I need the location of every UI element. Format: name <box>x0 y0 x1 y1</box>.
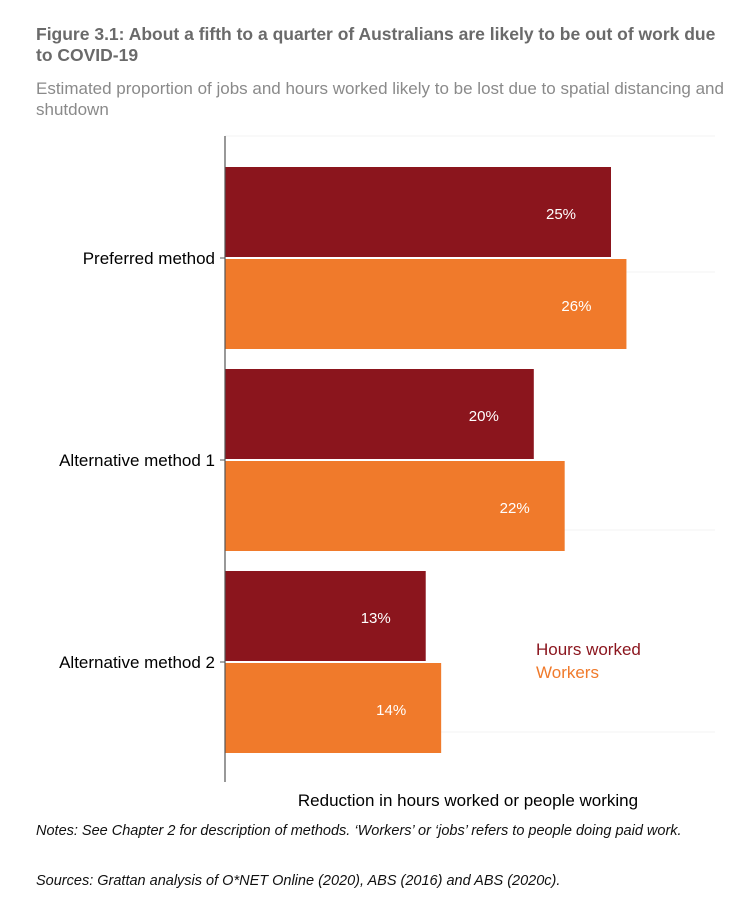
data-label: 25% <box>546 206 576 223</box>
data-label: 14% <box>376 702 406 719</box>
data-label: 13% <box>361 610 391 627</box>
bar-workers-2 <box>225 461 565 551</box>
chart-sources: Sources: Grattan analysis of O*NET Onlin… <box>36 873 561 889</box>
legend-entry-workers: Workers <box>536 663 599 682</box>
category-label: Alternative method 1 <box>59 451 215 470</box>
data-label: 20% <box>469 408 499 425</box>
bar-workers-1 <box>225 259 627 349</box>
chart-notes: Notes: See Chapter 2 for description of … <box>36 823 682 839</box>
data-label: 26% <box>561 298 591 315</box>
category-label: Preferred method <box>83 249 215 268</box>
chart-title: Figure 3.1: About a fifth to a quarter o… <box>36 24 716 65</box>
bar-hours-worked-1 <box>225 167 611 257</box>
category-label: Alternative method 2 <box>59 653 215 672</box>
bar-workers-3 <box>225 663 442 753</box>
bar-hours-worked-2 <box>225 369 534 459</box>
bar-chart: 25% 26% Preferred method 20% 22% Alternative … <box>59 135 715 810</box>
chart-subtitle: Estimated proportion of jobs and hours w… <box>36 79 724 119</box>
x-axis-label: Reduction in hours worked or people work… <box>298 791 638 810</box>
legend-entry-hours-worked: Hours worked <box>536 640 641 659</box>
data-label: 22% <box>500 500 530 517</box>
bar-hours-worked-3 <box>225 571 426 661</box>
